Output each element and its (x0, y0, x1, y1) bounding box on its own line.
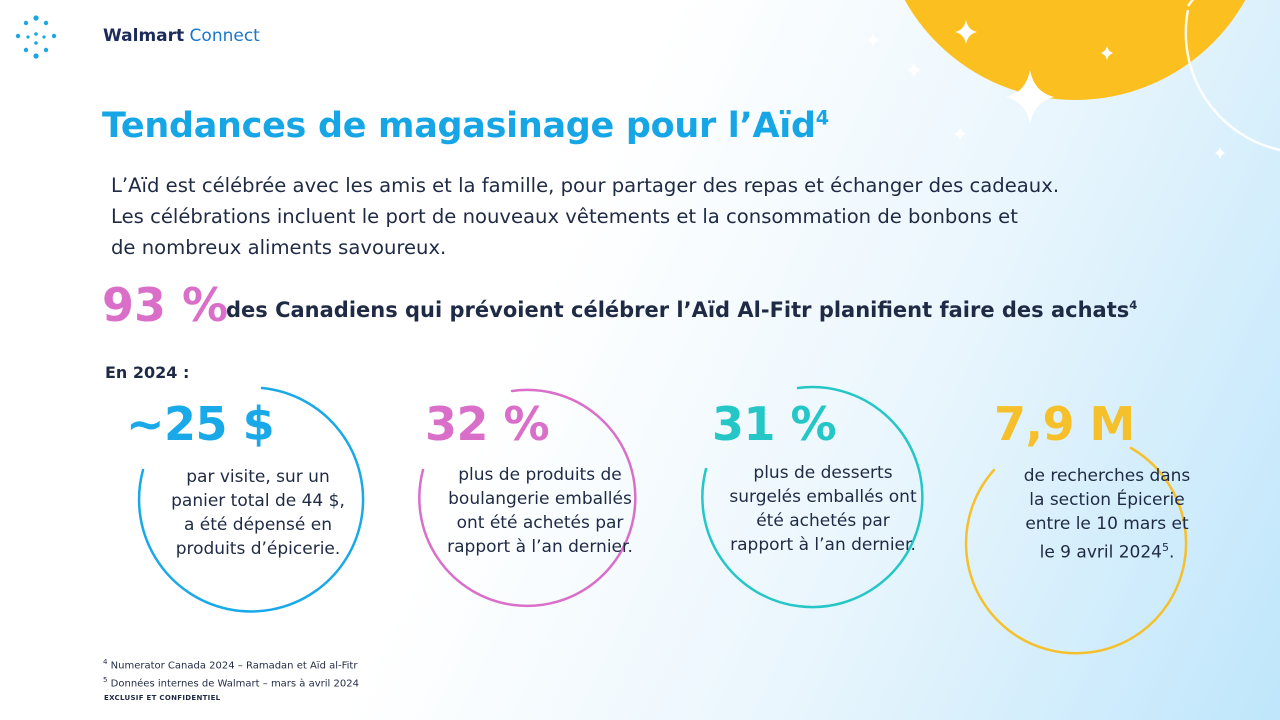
stat-value-2: 32 % (425, 397, 550, 451)
stat-value-3: 31 % (712, 397, 837, 451)
stat-desc-line: par visite, sur un (186, 467, 330, 487)
intro-line: de nombreux aliments savoureux. (111, 236, 447, 259)
intro-line: L’Aïd est célébrée avec les amis et la f… (111, 174, 1060, 197)
stat-desc-line: rapport à l’an dernier. (447, 537, 633, 557)
stat-desc-2: plus de produits de boulangerie emballés… (415, 463, 665, 559)
stat-desc-line: panier total de 44 $, (171, 491, 345, 511)
stat-desc-line-text: le 9 avril 2024 (1039, 542, 1162, 563)
highlight-text: des Canadiens qui prévoient célébrer l’A… (226, 298, 1137, 322)
page-title-text: Tendances de magasinage pour l’Aïd (102, 106, 816, 146)
sun-shape (904, 0, 1246, 100)
stat-desc-1: par visite, sur un panier total de 44 $,… (133, 465, 383, 561)
stat-desc-4: de recherches dans la section Épicerie e… (982, 464, 1232, 565)
stat-footnote-ref: 5 (1161, 541, 1169, 554)
footnote-text: Numerator Canada 2024 – Ramadan et Aïd a… (110, 660, 358, 672)
footnote-number: 4 (103, 658, 108, 666)
spark-dots-icon (15, 15, 57, 59)
stat-desc-line: ont été achetés par (456, 513, 624, 533)
brand-name-light: Connect (189, 26, 260, 46)
stat-desc-line: de recherches dans (1023, 466, 1191, 486)
stat-desc-line: plus de desserts (753, 463, 893, 483)
footnote-item: 4 Numerator Canada 2024 – Ramadan et Aïd… (103, 655, 359, 673)
footnotes: 4 Numerator Canada 2024 – Ramadan et Aïd… (103, 655, 359, 692)
sparkle-star-icon (907, 62, 921, 78)
sun-outline-arc (1186, 0, 1195, 7)
sparkle-star-icon (954, 127, 966, 141)
highlight-value: 93 % (102, 278, 229, 332)
sparkle-star-icon (1215, 147, 1225, 159)
intro-paragraph: L’Aïd est célébrée avec les amis et la f… (111, 170, 1221, 263)
stat-value-4: 7,9 M (994, 397, 1135, 451)
stat-desc-line: boulangerie emballés (448, 489, 632, 509)
stat-desc-3: plus de desserts surgelés emballés ont é… (698, 461, 948, 557)
stat-value-1: ~25 $ (126, 397, 275, 451)
sparkle-star-icon (955, 20, 977, 44)
brand-name-bold: Walmart (103, 26, 185, 46)
stat-desc-line: entre le 10 mars et (1025, 514, 1189, 534)
confidential-label: EXCLUSIF ET CONFIDENTIEL (104, 694, 221, 702)
sun-outline-arc-2 (1184, 9, 1280, 152)
stat-desc-line: la section Épicerie (1029, 490, 1185, 510)
sparkle-star-icon (1101, 46, 1113, 60)
sparkle-star-icon (1006, 70, 1054, 124)
stat-desc-line: a été dépensé en (183, 515, 333, 535)
highlight-text-body: des Canadiens qui prévoient célébrer l’A… (226, 298, 1130, 322)
stat-desc-line: produits d’épicerie. (175, 539, 341, 559)
title-footnote-ref: 4 (815, 106, 829, 130)
footnote-item: 5 Données internes de Walmart – mars à a… (103, 673, 359, 691)
stat-desc-line: rapport à l’an dernier. (730, 535, 916, 555)
sparkle-star-icon (867, 33, 879, 47)
intro-line: Les célébrations incluent le port de nou… (111, 205, 1018, 228)
page-title: Tendances de magasinage pour l’Aïd4 (102, 106, 829, 146)
highlight-footnote-ref: 4 (1129, 298, 1138, 312)
footnote-text: Données internes de Walmart – mars à avr… (110, 678, 359, 690)
stat-desc-line: le 9 avril 20245. (1039, 541, 1175, 563)
stat-desc-line: surgelés emballés ont (729, 487, 917, 507)
footnote-number: 5 (103, 676, 108, 685)
brand-name: Walmart Connect (103, 26, 260, 46)
year-label: En 2024 : (105, 363, 190, 382)
stat-desc-line: été achetés par (756, 511, 890, 531)
stat-desc-line: plus de produits de (458, 465, 622, 485)
